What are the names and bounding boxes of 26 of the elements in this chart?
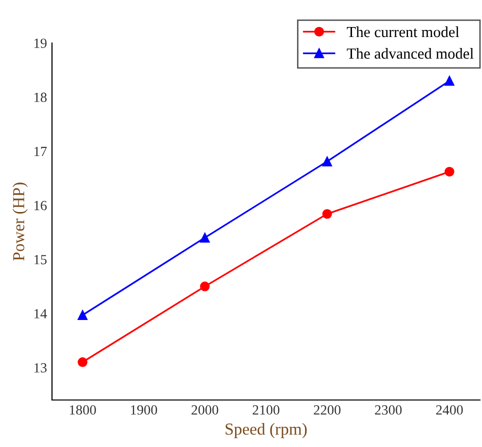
x-tick-label: 2400 xyxy=(436,405,463,415)
y-tick-label: 14 xyxy=(34,309,47,318)
y-tick-label: 17 xyxy=(34,146,47,156)
x-tick-label: 2200 xyxy=(314,405,340,415)
y-tick-label: 15 xyxy=(34,255,47,264)
x-tick-label: 1900 xyxy=(131,405,158,415)
point xyxy=(444,166,454,177)
x-tick-label: 2300 xyxy=(375,405,402,415)
x-tick-label: 2000 xyxy=(192,405,218,415)
point xyxy=(200,232,210,243)
y-tick-label: 18 xyxy=(34,92,47,102)
y-axis-title: Power (HP) xyxy=(12,182,28,261)
y-tick-label: 19 xyxy=(34,38,47,48)
legend-label: The current model xyxy=(346,26,460,38)
y-tick-label: 13 xyxy=(34,363,47,372)
point xyxy=(78,310,88,320)
point xyxy=(322,156,332,166)
x-axis-title: Speed (rpm) xyxy=(226,423,307,438)
x-tick-label: 2100 xyxy=(252,405,280,415)
y-tick-label: 16 xyxy=(34,200,47,210)
legend-label: The advanced model xyxy=(346,48,474,59)
point xyxy=(444,76,454,86)
point xyxy=(78,357,88,367)
point xyxy=(200,282,210,292)
point xyxy=(322,209,332,219)
x-tick-label: 1800 xyxy=(70,405,96,415)
